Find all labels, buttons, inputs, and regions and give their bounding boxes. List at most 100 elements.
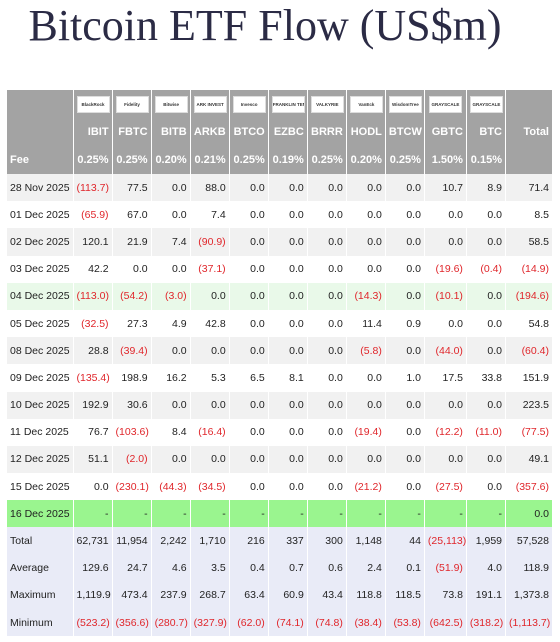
data-row: 02 Dec 2025 120.1 21.9 7.4 (90.9) 0.0 0.0 0.0 0.… bbox=[7, 228, 553, 256]
cell: 0.0 bbox=[346, 228, 386, 256]
cell: (12.2) bbox=[424, 418, 467, 446]
cell: (32.5) bbox=[73, 309, 113, 338]
cell: - bbox=[229, 500, 269, 528]
cell: 0.0 bbox=[385, 255, 425, 283]
cell: 0.0 bbox=[346, 445, 386, 474]
cell: 3.5 bbox=[190, 554, 230, 582]
cell: 17.5 bbox=[424, 364, 467, 392]
date: 15 Dec 2025 bbox=[7, 473, 74, 501]
cell: (2.0) bbox=[112, 445, 152, 474]
cell: (19.4) bbox=[346, 418, 386, 446]
cell: 0.0 bbox=[466, 282, 507, 310]
cell: (14.3) bbox=[346, 282, 386, 310]
cell: 0.0 bbox=[190, 337, 230, 365]
cell: 0.0 bbox=[466, 337, 507, 365]
cell: (90.9) bbox=[190, 228, 230, 256]
data-row: 10 Dec 2025 192.9 30.6 0.0 0.0 0.0 0.0 0.0 0.0 0.… bbox=[7, 391, 553, 419]
cell: 0.0 bbox=[466, 201, 507, 229]
cell: 4.6 bbox=[151, 554, 191, 582]
cell: - bbox=[112, 500, 152, 528]
logo: Fidelity bbox=[115, 95, 149, 113]
cell: 54.8 bbox=[505, 309, 553, 338]
cell: (356.6) bbox=[112, 609, 152, 637]
cell: 0.0 bbox=[268, 418, 308, 446]
cell: 33.8 bbox=[466, 364, 507, 392]
cell: - bbox=[466, 500, 507, 528]
cell: 0.7 bbox=[268, 554, 308, 582]
ticker-row: IBIT FBTC BITB ARKB BTCO EZBC BRRR HODL BTCW GBTC… bbox=[7, 118, 553, 146]
cell: 0.0 bbox=[307, 174, 347, 202]
cell: 1,710 bbox=[190, 527, 230, 555]
cell: 0.0 bbox=[385, 337, 425, 365]
ticker: BTCO bbox=[229, 118, 269, 146]
logo-cell: GRAYSCALE bbox=[424, 90, 467, 118]
cell: 0.0 bbox=[424, 228, 467, 256]
cell: 71.4 bbox=[505, 174, 553, 202]
cell: (44.3) bbox=[151, 473, 191, 501]
cell: (318.2) bbox=[466, 609, 507, 637]
cell: (14.9) bbox=[505, 255, 553, 283]
cell: 57,528 bbox=[505, 527, 553, 555]
ticker: BTC bbox=[466, 118, 507, 146]
fee: 0.20% bbox=[346, 146, 386, 174]
cell: 0.0 bbox=[307, 473, 347, 501]
cell: 5.3 bbox=[190, 364, 230, 392]
logo: GRAYSCALE bbox=[428, 95, 462, 113]
cell: 0.1 bbox=[385, 554, 425, 582]
fee: 1.50% bbox=[424, 146, 467, 174]
ticker: ARKB bbox=[190, 118, 230, 146]
cell: 0.0 bbox=[268, 391, 308, 419]
cell: - bbox=[307, 500, 347, 528]
cell: 0.0 bbox=[307, 201, 347, 229]
ticker: FBTC bbox=[112, 118, 152, 146]
cell: 0.0 bbox=[268, 201, 308, 229]
ticker: BTCW bbox=[385, 118, 425, 146]
cell: 8.1 bbox=[268, 364, 308, 392]
cell: 0.0 bbox=[307, 228, 347, 256]
logo-cell: ARK INVEST bbox=[190, 90, 230, 118]
logo-cell: BlackRock bbox=[73, 90, 113, 118]
cell: 0.0 bbox=[346, 174, 386, 202]
cell: 63.4 bbox=[229, 581, 269, 609]
cell: 4.0 bbox=[466, 554, 507, 582]
cell: 0.0 bbox=[190, 445, 230, 474]
cell: (74.1) bbox=[268, 609, 308, 637]
cell: 129.6 bbox=[73, 554, 113, 582]
fee-label: Fee bbox=[7, 146, 74, 174]
cell: 0.0 bbox=[385, 473, 425, 501]
cell: 60.9 bbox=[268, 581, 308, 609]
cell: 0.0 bbox=[151, 255, 191, 283]
cell: 0.0 bbox=[307, 255, 347, 283]
cell: 0.0 bbox=[190, 391, 230, 419]
data-row: 11 Dec 2025 76.7 (103.6) 8.4 (16.4) 0.0 0.0 0.0… bbox=[7, 418, 553, 446]
cell: (37.1) bbox=[190, 255, 230, 283]
cell: 0.0 bbox=[466, 391, 507, 419]
cell: (280.7) bbox=[151, 609, 191, 637]
cell: 0.0 bbox=[268, 309, 308, 338]
data-row: 15 Dec 2025 0.0 (230.1) (44.3) (34.5) 0.0 0.0 0… bbox=[7, 473, 553, 501]
logo-cell: VALKYRIE bbox=[307, 90, 347, 118]
fee: 0.20% bbox=[151, 146, 191, 174]
cell: (642.5) bbox=[424, 609, 467, 637]
date: 10 Dec 2025 bbox=[7, 391, 74, 419]
cell: 473.4 bbox=[112, 581, 152, 609]
cell: 0.0 bbox=[424, 391, 467, 419]
logo: GRAYSCALE bbox=[469, 95, 503, 113]
cell: 237.9 bbox=[151, 581, 191, 609]
cell: 0.0 bbox=[229, 174, 269, 202]
cell: 0.0 bbox=[268, 228, 308, 256]
summary-row: Minimum (523.2) (356.6) (280.7) (327.9) (62.0… bbox=[7, 609, 553, 637]
cell: 0.0 bbox=[385, 445, 425, 474]
cell: 27.3 bbox=[112, 309, 152, 338]
cell: 0.9 bbox=[385, 309, 425, 338]
cell: - bbox=[268, 500, 308, 528]
cell: (19.6) bbox=[424, 255, 467, 283]
cell: 8.5 bbox=[505, 201, 553, 229]
cell: 192.9 bbox=[73, 391, 113, 419]
cell: (1,113.7) bbox=[505, 609, 553, 637]
cell: 0.0 bbox=[385, 391, 425, 419]
cell: 0.0 bbox=[151, 445, 191, 474]
cell: 118.9 bbox=[505, 554, 553, 582]
cell: (60.4) bbox=[505, 337, 553, 365]
cell: (103.6) bbox=[112, 418, 152, 446]
